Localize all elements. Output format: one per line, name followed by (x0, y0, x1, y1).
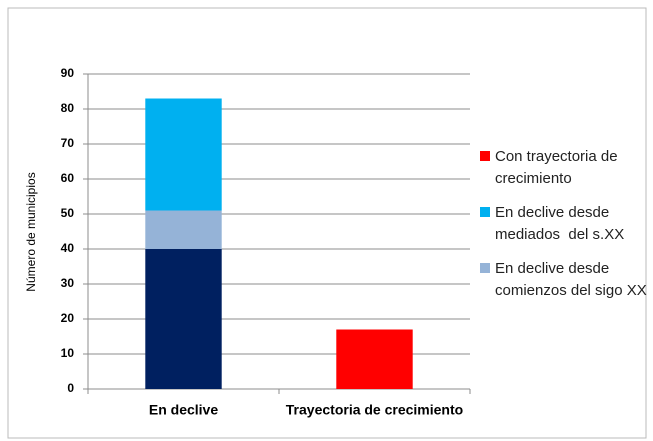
legend-swatch (480, 207, 490, 217)
y-tick-label: 50 (61, 206, 75, 220)
legend-item: Con trayectoria de crecimiento (478, 146, 647, 190)
y-tick-label: 70 (61, 136, 75, 150)
legend: Con trayectoria de crecimiento En declive… (478, 146, 653, 314)
x-tick-label: Trayectoria de crecimiento (286, 402, 463, 418)
legend-label: En declive desde mediados del s.XX (495, 204, 625, 243)
y-tick-label: 30 (61, 276, 75, 290)
x-tick-label: En declive (149, 402, 218, 418)
y-tick-label: 20 (61, 311, 75, 325)
legend-item: En declive desde mediados del s.XX (478, 202, 647, 246)
y-tick-label: 0 (67, 381, 74, 395)
y-tick-label: 80 (61, 101, 75, 115)
y-tick-label: 10 (61, 346, 75, 360)
y-tick-label: 60 (61, 171, 75, 185)
bar-segment (336, 329, 413, 389)
y-axis-label: Número de municipios (24, 172, 38, 291)
bar-segment (145, 98, 222, 211)
chart-border (7, 7, 647, 439)
legend-swatch (480, 151, 490, 161)
bar-segment (145, 210, 222, 249)
legend-label: En declive desde comienzos del sigo XX (495, 260, 647, 299)
legend-label: Con trayectoria de crecimiento (495, 148, 622, 187)
legend-item: En declive desde comienzos del sigo XX (478, 258, 647, 302)
legend-swatch (480, 263, 490, 273)
y-tick-label: 90 (61, 66, 75, 80)
bar-segment (145, 249, 222, 389)
y-tick-label: 40 (61, 241, 75, 255)
